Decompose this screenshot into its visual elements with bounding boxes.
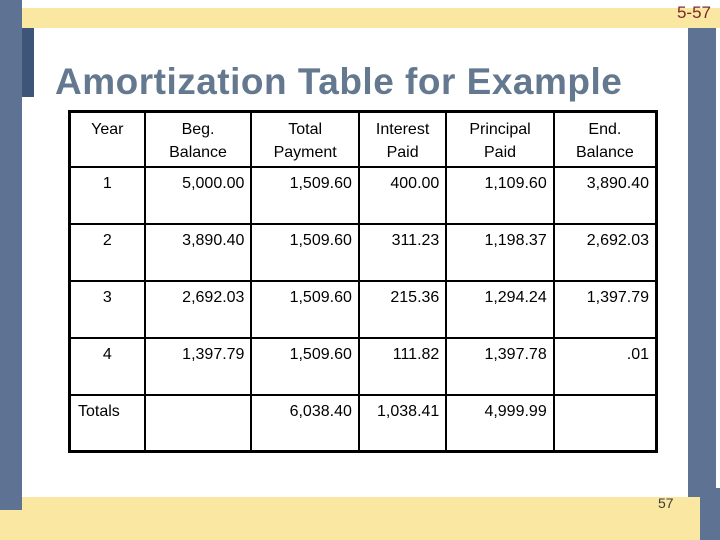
cell-interest-paid: 1,038.41: [357, 393, 448, 453]
cell-beg-balance: 2,692.03: [143, 279, 253, 339]
cell-year: 3: [68, 279, 146, 339]
cell-end-balance: 2,692.03: [552, 222, 658, 282]
cell-year: 1: [68, 165, 146, 225]
bottom-accent-bar: [0, 497, 700, 540]
cell-total-payment: 1,509.60: [250, 336, 360, 396]
column-header-principal-paid: Principal Paid: [445, 110, 555, 168]
table-row-year-2: 2 3,890.40 1,509.60 311.23 1,198.37 2,69…: [68, 222, 658, 282]
cell-interest-paid: 111.82: [357, 336, 448, 396]
table-row-year-1: 1 5,000.00 1,509.60 400.00 1,109.60 3,89…: [68, 165, 658, 225]
amortization-table: Year Beg. Balance Total Payment Interest…: [68, 110, 658, 453]
table-row-totals: Totals 6,038.40 1,038.41 4,999.99: [68, 393, 658, 453]
table-row-year-4: 4 1,397.79 1,509.60 111.82 1,397.78 .01: [68, 336, 658, 396]
cell-principal-paid: 1,397.78: [445, 336, 555, 396]
top-accent-bar: [22, 8, 720, 28]
cell-beg-balance: [143, 393, 253, 453]
cell-principal-paid: 1,109.60: [445, 165, 555, 225]
column-header-end-balance: End. Balance: [552, 110, 658, 168]
cell-end-balance: 1,397.79: [552, 279, 658, 339]
left-accent-bar: [0, 0, 22, 510]
column-header-year: Year: [68, 110, 146, 168]
column-header-total-payment: Total Payment: [250, 110, 360, 168]
cell-beg-balance: 5,000.00: [143, 165, 253, 225]
cell-total-payment: 1,509.60: [250, 165, 360, 225]
slide-title: Amortization Table for Example: [55, 60, 623, 102]
cell-interest-paid: 311.23: [357, 222, 448, 282]
page-number: 57: [658, 495, 674, 511]
cell-beg-balance: 1,397.79: [143, 336, 253, 396]
cell-total-payment: 1,509.60: [250, 222, 360, 282]
cell-interest-paid: 400.00: [357, 165, 448, 225]
cell-beg-balance: 3,890.40: [143, 222, 253, 282]
cell-total-payment: 1,509.60: [250, 279, 360, 339]
cell-total-payment: 6,038.40: [250, 393, 360, 453]
cell-year: 4: [68, 336, 146, 396]
bottom-right-accent-block: [700, 488, 720, 540]
cell-principal-paid: 4,999.99: [445, 393, 555, 453]
cell-principal-paid: 1,294.24: [445, 279, 555, 339]
right-accent-bar: [688, 28, 716, 540]
table-header-row: Year Beg. Balance Total Payment Interest…: [68, 110, 658, 168]
table-row-year-3: 3 2,692.03 1,509.60 215.36 1,294.24 1,39…: [68, 279, 658, 339]
cell-end-balance: [552, 393, 658, 453]
cell-end-balance: .01: [552, 336, 658, 396]
cell-totals-label: Totals: [68, 393, 146, 453]
column-header-interest-paid: Interest Paid: [357, 110, 448, 168]
cell-year: 2: [68, 222, 146, 282]
cell-principal-paid: 1,198.37: [445, 222, 555, 282]
cell-interest-paid: 215.36: [357, 279, 448, 339]
page-reference: 5-57: [676, 3, 711, 22]
column-header-beg-balance: Beg. Balance: [143, 110, 253, 168]
cell-end-balance: 3,890.40: [552, 165, 658, 225]
navy-accent-square: [22, 28, 34, 97]
